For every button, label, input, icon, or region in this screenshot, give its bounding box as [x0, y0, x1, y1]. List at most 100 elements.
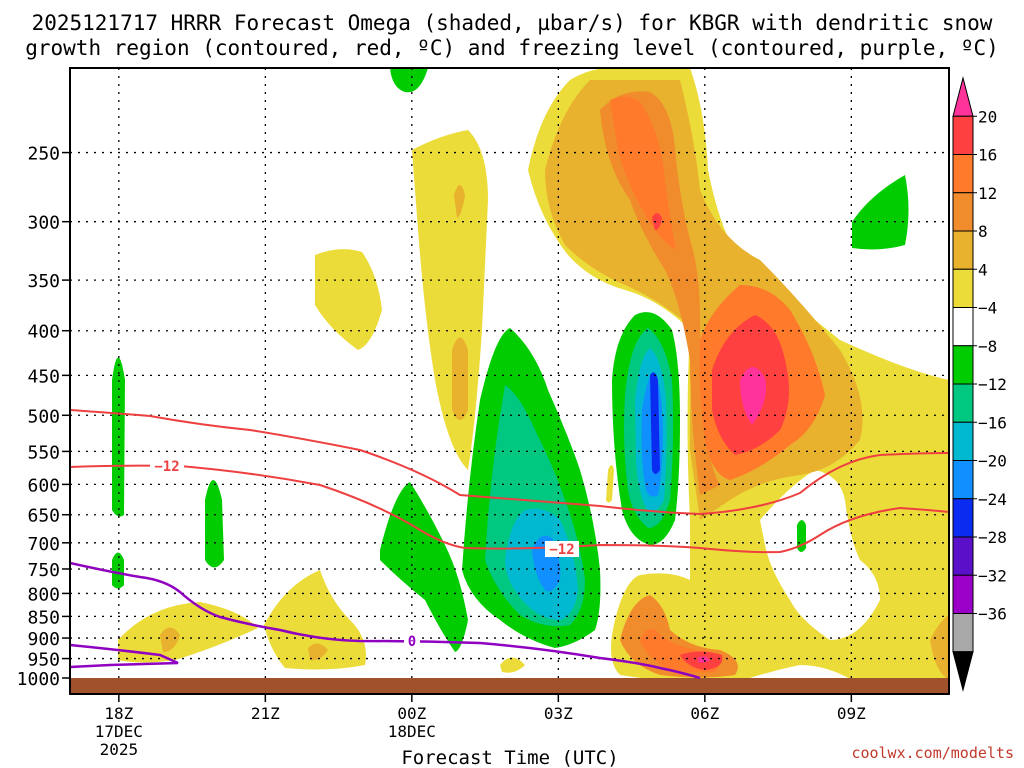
omega-shading	[112, 68, 949, 685]
y-tick-label: 1000	[17, 669, 60, 690]
omega-region	[412, 130, 488, 470]
y-axis: 2503003504004505005506006507007508008509…	[17, 144, 70, 690]
colorbar: 20 16 12 8 4 −4 −8 −12 −16 −20 −24 −28 −32 −36	[952, 76, 1007, 692]
colorbar-label: −36	[978, 605, 1007, 624]
y-tick-label: 750	[27, 560, 60, 581]
colorbar-label: −20	[978, 452, 1007, 471]
x-tick-label: 00Z	[397, 704, 426, 723]
omega-region	[205, 480, 224, 568]
omega-region	[264, 570, 366, 670]
x-tick-date-label: 17DEC	[95, 722, 143, 741]
contour-label: −12	[154, 459, 179, 475]
contour-label: −12	[549, 542, 574, 558]
colorbar-label: −16	[978, 413, 1007, 432]
omega-region	[112, 552, 124, 589]
y-tick-label: 600	[27, 475, 60, 496]
freezing-level-contours	[70, 561, 701, 680]
colorbar-label: 20	[978, 107, 997, 126]
omega-region	[452, 337, 468, 420]
x-tick-label: 03Z	[544, 704, 573, 723]
y-tick-label: 700	[27, 534, 60, 555]
y-tick-label: 350	[27, 271, 60, 292]
y-tick-label: 450	[27, 366, 60, 387]
omega-region	[160, 627, 180, 652]
colorbar-label: −24	[978, 490, 1007, 509]
x-tick-label: 18Z	[104, 704, 133, 723]
omega-region	[600, 91, 720, 495]
omega-region	[698, 656, 710, 663]
omega-region	[760, 470, 880, 640]
omega-region	[652, 213, 662, 230]
colorbar-label: −12	[978, 375, 1007, 394]
omega-region	[390, 68, 428, 93]
y-tick-label: 900	[27, 629, 60, 650]
omega-region	[930, 615, 949, 680]
plot-frame	[69, 67, 950, 695]
omega-region	[606, 465, 614, 503]
colorbar-swatch	[952, 192, 974, 232]
colorbar-label: −8	[978, 337, 997, 356]
omega-region	[650, 372, 660, 474]
x-tick-label: 06Z	[690, 704, 719, 723]
y-tick-label: 250	[27, 144, 60, 165]
dendritic-contour-upper	[70, 409, 949, 516]
y-tick-label: 850	[27, 607, 60, 628]
colorbar-swatch	[952, 613, 974, 653]
x-axis-label: Forecast Time (UTC)	[401, 747, 618, 768]
colorbar-arrow-bottom	[952, 651, 974, 692]
colorbar-label: 16	[978, 146, 997, 165]
chart-title-line1: 2025121717 HRRR Forecast Omega (shaded, …	[32, 11, 993, 35]
x-tick-date-label: 18DEC	[388, 722, 436, 741]
omega-region	[454, 185, 465, 218]
y-tick-label: 550	[27, 442, 60, 463]
omega-region	[610, 96, 676, 250]
colorbar-swatch	[952, 460, 974, 500]
colorbar-label: −32	[978, 566, 1007, 585]
colorbar-swatch	[952, 268, 974, 308]
colorbar-swatch	[952, 536, 974, 576]
plot-area: −12 −12 0	[69, 67, 950, 695]
colorbar-label: 8	[978, 222, 988, 241]
y-tick-label: 650	[27, 506, 60, 527]
y-tick-label: 950	[27, 650, 60, 671]
colorbar-label: 12	[978, 184, 997, 203]
contour-label-bg	[404, 633, 420, 649]
grid-lines	[70, 68, 949, 678]
y-tick-label: 800	[27, 584, 60, 605]
colorbar-swatch	[952, 421, 974, 461]
colorbar-swatch	[952, 154, 974, 194]
colorbar-swatch	[952, 383, 974, 423]
colorbar-label: 4	[978, 260, 988, 279]
colorbar-swatch	[952, 498, 974, 538]
contour-label-bg	[545, 541, 579, 557]
colorbar-swatch	[952, 345, 974, 385]
x-tick-label: 21Z	[251, 704, 280, 723]
y-tick-label: 500	[27, 406, 60, 427]
omega-region	[380, 482, 468, 652]
colorbar-arrow-top	[952, 76, 974, 117]
ground-surface	[70, 678, 949, 694]
colorbar-swatch	[952, 230, 974, 270]
credit-text: coolwx.com/modelts	[851, 744, 1014, 762]
y-tick-label: 400	[27, 322, 60, 343]
omega-region	[740, 366, 767, 425]
contour-label: 0	[408, 634, 416, 650]
x-tick-label: 09Z	[837, 704, 866, 723]
contour-label-bg	[150, 458, 184, 474]
omega-region	[852, 175, 909, 250]
colorbar-swatch	[952, 307, 974, 347]
x-tick-year-label: 2025	[100, 740, 139, 759]
freezing-level-contour	[70, 561, 701, 680]
omega-region	[500, 657, 525, 673]
omega-region	[315, 249, 382, 350]
colorbar-swatch	[952, 115, 974, 155]
omega-region	[308, 643, 328, 661]
colorbar-label: −28	[978, 528, 1007, 547]
y-tick-label: 300	[27, 213, 60, 234]
chart-title-line2: growth region (contoured, red, ºC) and f…	[25, 36, 999, 60]
colorbar-label: −4	[978, 299, 997, 318]
freezing-level-contour	[70, 643, 179, 669]
colorbar-swatch	[952, 574, 974, 614]
